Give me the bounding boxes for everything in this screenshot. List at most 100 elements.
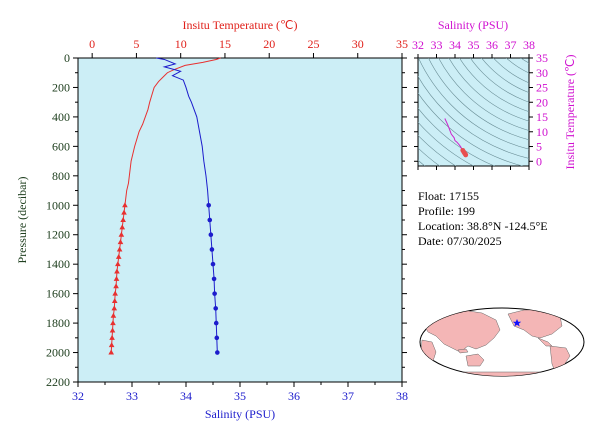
temperature-point xyxy=(109,334,115,340)
temperature-point xyxy=(113,275,120,281)
profile-row: Profile: 199 xyxy=(418,204,548,219)
salinity-tick-label: 38 xyxy=(396,389,408,403)
ts-temperature-tick-label: 10 xyxy=(536,125,548,139)
pressure-tick-label: 600 xyxy=(52,139,70,153)
ts-salinity-tick-label: 37 xyxy=(505,38,517,52)
ts-temperature-tick-label: 0 xyxy=(536,154,542,168)
temperature-tick-label: 5 xyxy=(133,37,139,51)
pressure-tick-label: 2000 xyxy=(46,346,70,360)
pressure-tick-label: 2200 xyxy=(46,375,70,389)
temperature-point xyxy=(122,202,128,208)
float-row: Float: 17155 xyxy=(418,189,548,204)
ts-temperature-tick-label: 30 xyxy=(536,66,548,80)
temperature-point xyxy=(110,312,117,318)
salinity-point xyxy=(215,350,220,355)
map-land-greenland xyxy=(565,309,579,321)
temperature-axis: 0 5 10 15 20 25 30 35 xyxy=(89,37,408,58)
salinity-tick-label: 35 xyxy=(234,389,246,403)
salinity-axis-title: Salinity (PSU) xyxy=(205,407,275,421)
temperature-axis-title: Insitu Temperature (℃) xyxy=(182,18,297,32)
ts-point xyxy=(463,152,469,158)
salinity-point xyxy=(207,217,213,223)
temperature-point xyxy=(111,305,118,311)
salinity-point xyxy=(212,291,217,296)
float-location-marker xyxy=(512,319,522,327)
temperature-point xyxy=(121,209,127,215)
profile-value: 199 xyxy=(457,204,475,218)
location-map xyxy=(419,307,585,377)
ts-temperature-tick-label: 20 xyxy=(536,95,548,109)
salinity-line xyxy=(156,57,218,353)
location-value: 38.8°N -124.5°E xyxy=(466,219,548,233)
pressure-tick-label: 1800 xyxy=(46,316,70,330)
salinity-point xyxy=(214,335,220,341)
ts-salinity-tick-label: 36 xyxy=(486,38,498,52)
temperature-tick-label: 35 xyxy=(396,37,408,51)
temperature-tick-label: 25 xyxy=(307,37,319,51)
ts-salinity-tick-label: 35 xyxy=(468,38,480,52)
salinity-point xyxy=(211,276,217,282)
salinity-point xyxy=(206,202,211,208)
density-contour xyxy=(520,0,595,37)
location-row: Location: 38.8°N -124.5°E xyxy=(418,219,548,234)
temperature-point xyxy=(117,239,124,245)
temperature-point xyxy=(108,349,114,355)
pressure-tick-label: 1400 xyxy=(46,257,70,271)
temperature-tick-label: 10 xyxy=(175,37,187,51)
temperature-tick-label: 30 xyxy=(352,37,364,51)
salinity-tick-label: 33 xyxy=(126,389,138,403)
salinity-point xyxy=(213,320,219,326)
map-land-eurasia xyxy=(421,309,501,353)
date-row: Date: 07/30/2025 xyxy=(418,234,548,249)
pressure-tick-label: 1000 xyxy=(46,198,70,212)
salinity-point xyxy=(209,247,215,252)
temperature-point xyxy=(113,283,119,289)
salinity-tick-label: 37 xyxy=(342,389,354,403)
pressure-tick-label: 800 xyxy=(52,169,70,183)
ts-temperature-tick-label: 35 xyxy=(536,51,548,65)
temperature-point xyxy=(108,342,115,348)
float-value: 17155 xyxy=(449,189,480,203)
ts-temperature-tick-label: 15 xyxy=(536,110,548,124)
ts-salinity-tick-label: 32 xyxy=(412,38,424,52)
temperature-series xyxy=(108,57,221,355)
ts-temperature-tick-label: 25 xyxy=(536,81,548,95)
profile-plot: 0200400600800100012001400160018002000220… xyxy=(15,18,408,421)
profile-plot-background xyxy=(77,57,403,383)
salinity-point xyxy=(210,261,216,267)
temperature-tick-label: 15 xyxy=(219,37,231,51)
temperature-point xyxy=(115,253,122,259)
salinity-point xyxy=(213,306,218,311)
temperature-point xyxy=(116,246,123,252)
ts-salinity-tick-label: 34 xyxy=(449,38,461,52)
temperature-point xyxy=(109,327,116,333)
map-land-australia xyxy=(465,353,485,367)
ts-series xyxy=(444,118,469,158)
temperature-point xyxy=(110,320,116,326)
salinity-tick-label: 32 xyxy=(72,389,84,403)
date-value: 07/30/2025 xyxy=(447,234,502,248)
temperature-tick-label: 0 xyxy=(89,37,95,51)
temperature-point xyxy=(119,224,126,230)
temperature-point xyxy=(112,290,118,296)
pressure-axis: 0 200 400 600 800 1000 1200 1400 1600 1800 2000 220… xyxy=(46,51,407,389)
temperature-tick-label: 20 xyxy=(263,37,275,51)
float-label: Float: xyxy=(418,189,447,203)
ts-temperature-tick-label: 5 xyxy=(536,140,542,154)
date-label: Date: xyxy=(418,234,444,248)
temperature-point xyxy=(120,217,126,222)
temperature-point xyxy=(118,231,125,237)
salinity-tick-label: 34 xyxy=(180,389,192,403)
float-info-panel: Float: 17155 Profile: 199 Location: 38.8… xyxy=(418,189,548,249)
ts-salinity-axis-title: Salinity (PSU) xyxy=(438,18,508,32)
pressure-axis-title: Pressure (decibar) xyxy=(15,177,29,264)
ts-salinity-tick-label: 33 xyxy=(431,38,443,52)
map-land-south-america xyxy=(549,345,571,375)
ts-salinity-tick-label: 38 xyxy=(523,38,535,52)
pressure-tick-label: 1600 xyxy=(46,287,70,301)
pressure-tick-label: 400 xyxy=(52,110,70,124)
salinity-point xyxy=(208,232,214,238)
